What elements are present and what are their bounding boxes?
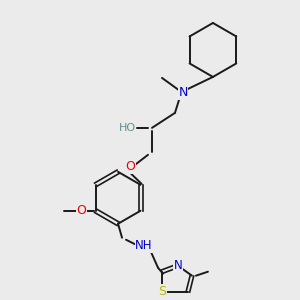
Text: N: N — [174, 259, 182, 272]
Text: NH: NH — [135, 239, 153, 252]
Text: S: S — [158, 285, 166, 298]
Text: O: O — [125, 160, 135, 173]
Text: O: O — [76, 204, 86, 217]
Text: N: N — [178, 86, 188, 99]
Text: HO: HO — [118, 123, 136, 133]
